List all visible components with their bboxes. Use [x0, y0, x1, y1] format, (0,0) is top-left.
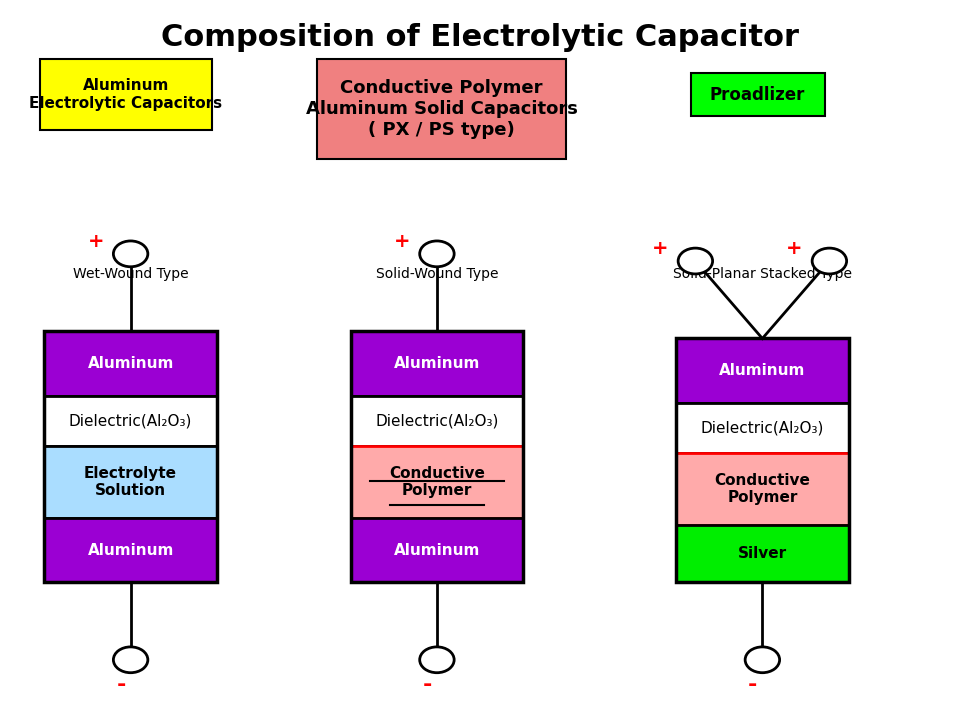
Text: Electrolyte
Solution: Electrolyte Solution [84, 466, 177, 498]
FancyBboxPatch shape [676, 525, 849, 582]
FancyBboxPatch shape [676, 403, 849, 453]
Text: Wet-Wound Type: Wet-Wound Type [73, 267, 188, 281]
Text: +: + [394, 232, 410, 251]
FancyBboxPatch shape [676, 453, 849, 525]
FancyBboxPatch shape [317, 59, 566, 159]
Text: +: + [652, 239, 669, 258]
FancyBboxPatch shape [350, 331, 523, 396]
FancyBboxPatch shape [676, 338, 849, 403]
Text: Proadlizer: Proadlizer [709, 86, 805, 104]
Text: Solid-Planar Stacked Type: Solid-Planar Stacked Type [673, 267, 852, 281]
Text: Conductive Polymer
Aluminum Solid Capacitors
( PX / PS type): Conductive Polymer Aluminum Solid Capaci… [306, 79, 578, 139]
Text: -: - [422, 675, 432, 695]
Circle shape [113, 647, 148, 672]
FancyBboxPatch shape [44, 518, 217, 582]
FancyBboxPatch shape [44, 446, 217, 518]
FancyBboxPatch shape [44, 331, 217, 396]
FancyBboxPatch shape [44, 396, 217, 446]
Text: Silver: Silver [738, 546, 787, 561]
Circle shape [812, 248, 847, 274]
Text: +: + [87, 232, 104, 251]
Text: -: - [748, 675, 757, 695]
FancyBboxPatch shape [39, 59, 212, 130]
FancyBboxPatch shape [350, 518, 523, 582]
Text: Aluminum: Aluminum [394, 356, 480, 371]
Text: Aluminum
Electrolytic Capacitors: Aluminum Electrolytic Capacitors [29, 78, 223, 111]
Text: +: + [786, 239, 803, 258]
Text: Dielectric(Al₂O₃): Dielectric(Al₂O₃) [701, 420, 824, 436]
FancyBboxPatch shape [690, 73, 825, 116]
FancyBboxPatch shape [350, 396, 523, 446]
FancyBboxPatch shape [350, 446, 523, 518]
Circle shape [113, 241, 148, 267]
Text: -: - [116, 675, 126, 695]
Text: Dielectric(Al₂O₃): Dielectric(Al₂O₃) [69, 413, 192, 428]
Text: Dielectric(Al₂O₃): Dielectric(Al₂O₃) [375, 413, 498, 428]
Circle shape [745, 647, 780, 672]
Circle shape [420, 241, 454, 267]
Text: Composition of Electrolytic Capacitor: Composition of Electrolytic Capacitor [161, 23, 799, 52]
Text: Aluminum: Aluminum [719, 364, 805, 378]
Text: Conductive
Polymer: Conductive Polymer [389, 466, 485, 498]
Circle shape [678, 248, 712, 274]
Text: Aluminum: Aluminum [87, 543, 174, 557]
Text: Conductive
Polymer: Conductive Polymer [714, 473, 810, 505]
Text: Aluminum: Aluminum [87, 356, 174, 371]
Circle shape [420, 647, 454, 672]
Text: Aluminum: Aluminum [394, 543, 480, 557]
Text: Solid-Wound Type: Solid-Wound Type [375, 267, 498, 281]
